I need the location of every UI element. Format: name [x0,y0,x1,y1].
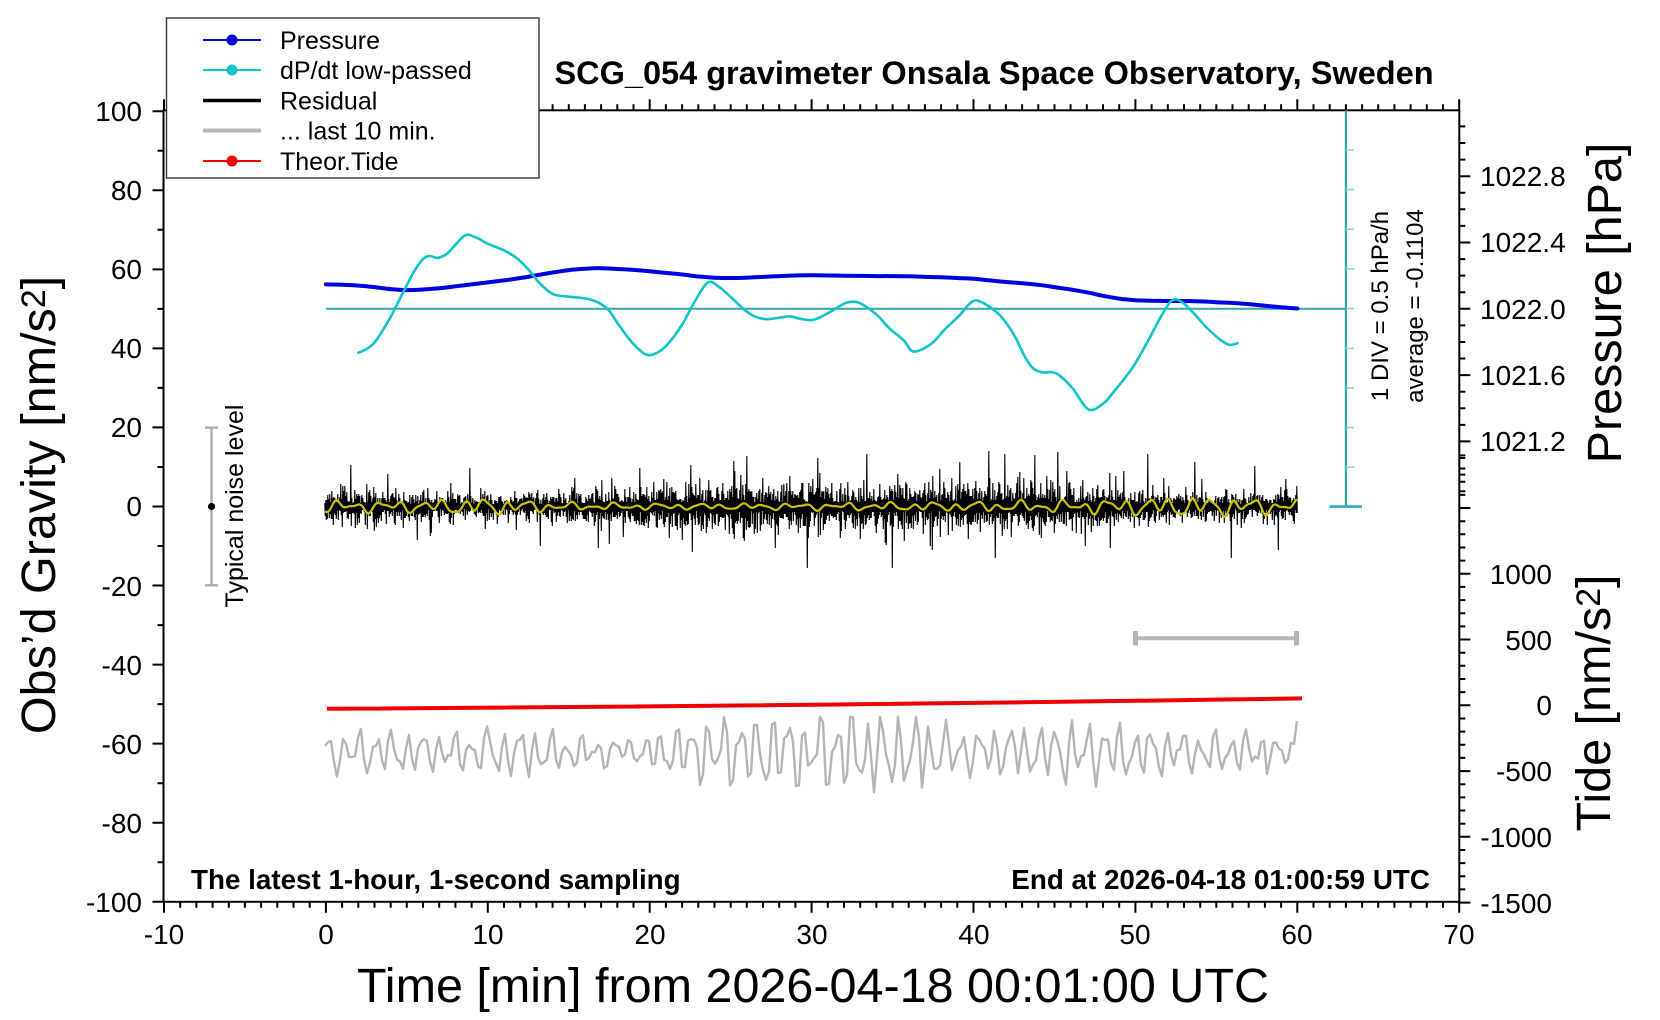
svg-text:-40: -40 [102,650,142,681]
svg-text:dP/dt low-passed: dP/dt low-passed [280,57,472,85]
svg-text:500: 500 [1505,625,1552,656]
svg-text:60: 60 [111,254,142,285]
svg-text:-80: -80 [102,808,142,839]
svg-text:... last 10 min.: ... last 10 min. [280,118,436,146]
svg-text:Residual: Residual [280,88,377,116]
svg-text:-100: -100 [86,887,142,918]
svg-text:1022.8: 1022.8 [1480,161,1566,192]
svg-text:-10: -10 [144,919,184,950]
svg-text:Pressure: Pressure [280,27,380,55]
svg-text:1022.0: 1022.0 [1480,294,1566,325]
svg-text:60: 60 [1281,919,1312,950]
svg-text:20: 20 [634,919,665,950]
svg-text:-500: -500 [1496,756,1552,787]
svg-text:30: 30 [796,919,827,950]
svg-text:1021.6: 1021.6 [1480,360,1566,391]
svg-text:-1500: -1500 [1480,888,1552,919]
svg-text:40: 40 [958,919,989,950]
svg-text:0: 0 [126,491,142,522]
svg-text:50: 50 [1119,919,1150,950]
svg-text:Obs’d Gravity [nm/s2]: Obs’d Gravity [nm/s2] [12,276,66,734]
svg-text:70: 70 [1443,919,1474,950]
svg-text:End at 2026-04-18 01:00:59 UTC: End at 2026-04-18 01:00:59 UTC [1011,864,1430,895]
svg-text:10: 10 [472,919,503,950]
svg-text:1000: 1000 [1490,559,1552,590]
svg-text:The latest 1-hour, 1-second sa: The latest 1-hour, 1-second sampling [191,864,681,895]
svg-text:1022.4: 1022.4 [1480,227,1566,258]
svg-text:Time [min] from 2026-04-18 00:: Time [min] from 2026-04-18 00:01:00 UTC [357,959,1269,1013]
svg-text:0: 0 [318,919,334,950]
svg-text:40: 40 [111,333,142,364]
svg-text:1 DIV = 0.5 hPa/h: 1 DIV = 0.5 hPa/h [1367,211,1394,401]
svg-text:80: 80 [111,175,142,206]
svg-text:0: 0 [1536,690,1552,721]
svg-text:average = -0.1104: average = -0.1104 [1402,209,1429,403]
svg-text:20: 20 [111,412,142,443]
svg-text:Theor.Tide: Theor.Tide [280,148,399,176]
svg-text:SCG_054 gravimeter Onsala Spac: SCG_054 gravimeter Onsala Space Observat… [554,55,1433,91]
svg-text:-60: -60 [102,729,142,760]
svg-text:Pressure [hPa]: Pressure [hPa] [1578,143,1632,464]
svg-text:-20: -20 [102,571,142,602]
svg-text:1021.2: 1021.2 [1480,426,1566,457]
svg-text:Tide [nm/s2]: Tide [nm/s2] [1567,574,1621,831]
svg-text:-1000: -1000 [1480,822,1552,853]
svg-text:100: 100 [95,96,142,127]
svg-text:Typical noise level: Typical noise level [221,405,249,608]
